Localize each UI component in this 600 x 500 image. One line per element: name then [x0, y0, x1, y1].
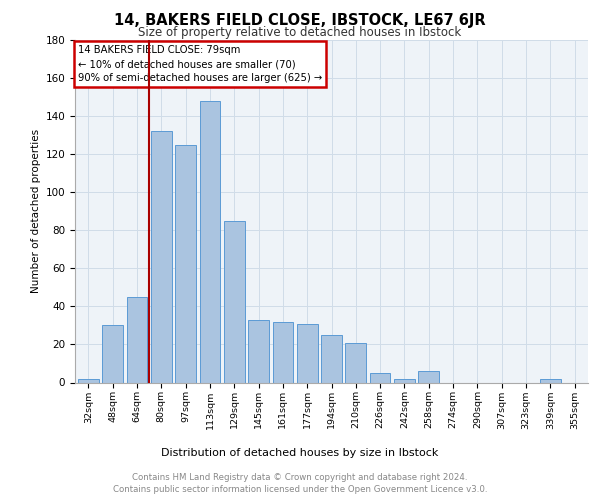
Text: Distribution of detached houses by size in Ibstock: Distribution of detached houses by size …: [161, 448, 439, 458]
Bar: [346, 342, 366, 382]
Bar: [321, 335, 342, 382]
Bar: [200, 101, 220, 382]
Bar: [78, 378, 99, 382]
Text: Contains HM Land Registry data © Crown copyright and database right 2024.: Contains HM Land Registry data © Crown c…: [132, 472, 468, 482]
Text: Size of property relative to detached houses in Ibstock: Size of property relative to detached ho…: [139, 26, 461, 39]
Bar: [151, 132, 172, 382]
Bar: [394, 378, 415, 382]
Bar: [127, 297, 148, 382]
Text: 14, BAKERS FIELD CLOSE, IBSTOCK, LE67 6JR: 14, BAKERS FIELD CLOSE, IBSTOCK, LE67 6J…: [114, 12, 486, 28]
Bar: [103, 326, 123, 382]
Bar: [175, 144, 196, 382]
Bar: [272, 322, 293, 382]
Text: 14 BAKERS FIELD CLOSE: 79sqm
← 10% of detached houses are smaller (70)
90% of se: 14 BAKERS FIELD CLOSE: 79sqm ← 10% of de…: [77, 45, 322, 83]
Bar: [224, 221, 245, 382]
Bar: [370, 373, 391, 382]
Bar: [418, 371, 439, 382]
Text: Contains public sector information licensed under the Open Government Licence v3: Contains public sector information licen…: [113, 485, 487, 494]
Bar: [540, 378, 560, 382]
Bar: [248, 320, 269, 382]
Bar: [297, 324, 317, 382]
Y-axis label: Number of detached properties: Number of detached properties: [31, 129, 41, 294]
